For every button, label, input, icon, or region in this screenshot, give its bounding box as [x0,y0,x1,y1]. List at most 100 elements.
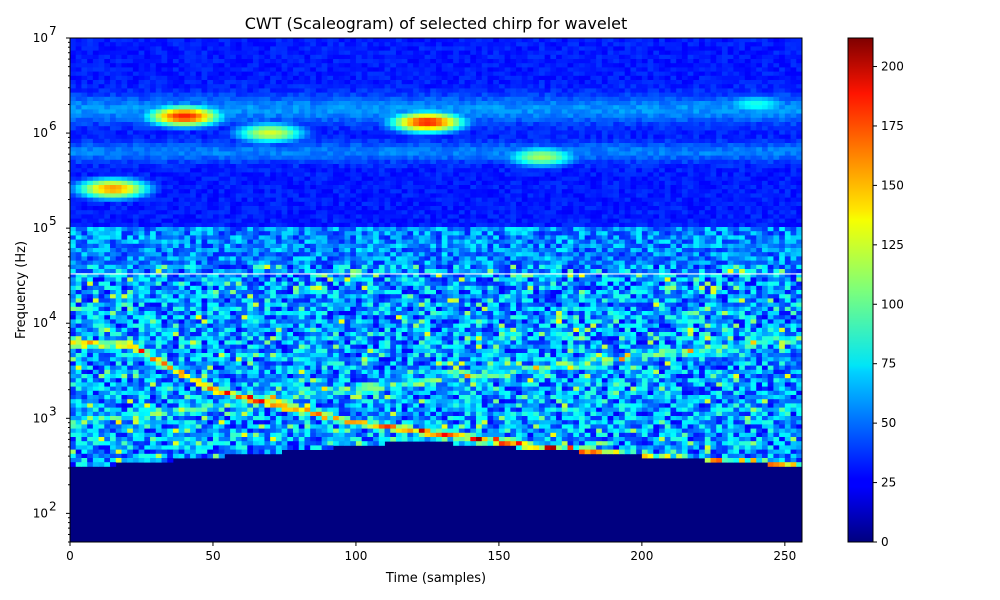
heatmap-cell [470,54,477,60]
heatmap-cell [201,84,208,89]
heatmap-cell [756,50,763,56]
heatmap-cell [750,105,757,110]
heatmap-cell [659,185,666,190]
heatmap-cell [710,126,717,131]
heatmap-cell [613,185,620,190]
heatmap-cell [270,134,277,140]
heatmap-cell [384,101,391,106]
heatmap-cell [235,84,242,89]
heatmap-cell [538,159,546,165]
heatmap-cell [390,46,397,51]
heatmap-cell [418,67,425,72]
heatmap-cell [453,168,460,173]
heatmap-cell [527,63,534,68]
heatmap-cell [476,155,483,161]
heatmap-cell [207,130,214,135]
heatmap-cell [699,50,706,56]
heatmap-cell [533,130,540,135]
heatmap-cell [510,54,517,60]
heatmap-cell [641,54,648,60]
heatmap-cell [270,42,277,47]
heatmap-cell [521,71,528,77]
heatmap-cell [773,168,780,173]
heatmap-cell [533,138,540,144]
heatmap-cell [424,197,431,203]
heatmap-cell [670,147,677,152]
heatmap-cell [430,138,437,144]
heatmap-cell [87,172,94,177]
heatmap-cell [81,101,88,106]
heatmap-cell [653,117,660,123]
heatmap-cell [556,59,563,64]
heatmap-cell [721,67,729,72]
heatmap-cell [315,134,323,140]
heatmap-cell [681,42,689,47]
heatmap-cell [287,113,294,119]
heatmap-cell [556,63,563,68]
heatmap-cell [247,176,254,182]
heatmap-cell [75,147,82,152]
heatmap-cell [115,164,122,169]
heatmap-cell [253,176,260,182]
heatmap-cell [190,84,197,89]
heatmap-cell [630,59,637,64]
heatmap-cell [596,138,603,144]
heatmap-cell [224,134,231,140]
heatmap-cell [653,67,660,72]
heatmap-cell [578,138,586,144]
heatmap-cell [155,59,162,64]
heatmap-cell [681,71,689,77]
heatmap-cell [647,122,654,127]
heatmap-cell [327,143,334,148]
heatmap-cell [721,130,729,135]
heatmap-cell [550,134,557,140]
heatmap-cell [98,147,105,152]
heatmap-cell [516,189,523,194]
heatmap-cell [716,71,723,77]
heatmap-cell [150,63,157,68]
heatmap-cell [110,155,117,161]
heatmap-cell [184,155,191,161]
heatmap-cell [230,185,237,190]
heatmap-cell [779,189,786,194]
heatmap-cell [464,84,471,89]
heatmap-cell [395,122,403,127]
heatmap-cell [258,126,265,131]
heatmap-cell [521,185,528,190]
heatmap-cell [115,50,122,56]
heatmap-cell [253,50,260,56]
heatmap-cell [567,80,574,85]
heatmap-cell [75,138,82,144]
heatmap-cell [779,46,786,51]
heatmap-cell [218,168,225,173]
heatmap-cell [779,143,786,148]
heatmap-cell [784,71,791,77]
heatmap-cell [659,105,666,110]
heatmap-cell [607,46,614,51]
heatmap-cell [721,38,729,43]
heatmap-cell [510,80,517,85]
heatmap-cell [601,164,608,169]
heatmap-cell [447,80,454,85]
heatmap-cell [361,189,368,194]
heatmap-cell [653,168,660,173]
heatmap-cell [98,63,105,68]
heatmap-cell [561,92,568,98]
heatmap-cell [207,168,214,173]
heatmap-cell [333,159,340,165]
heatmap-cell [98,75,105,81]
heatmap-cell [384,126,391,131]
heatmap-cell [470,130,477,135]
heatmap-cell [184,164,191,169]
heatmap-cell [230,130,237,135]
heatmap-cell [767,185,774,190]
heatmap-cell [516,172,523,177]
heatmap-cell [127,59,134,64]
heatmap-cell [773,38,780,43]
heatmap-cell [659,117,666,123]
heatmap-cell [693,67,700,72]
heatmap-cell [264,84,271,89]
heatmap-cell [607,117,614,123]
heatmap-cell [476,168,483,173]
heatmap-cell [436,67,443,72]
